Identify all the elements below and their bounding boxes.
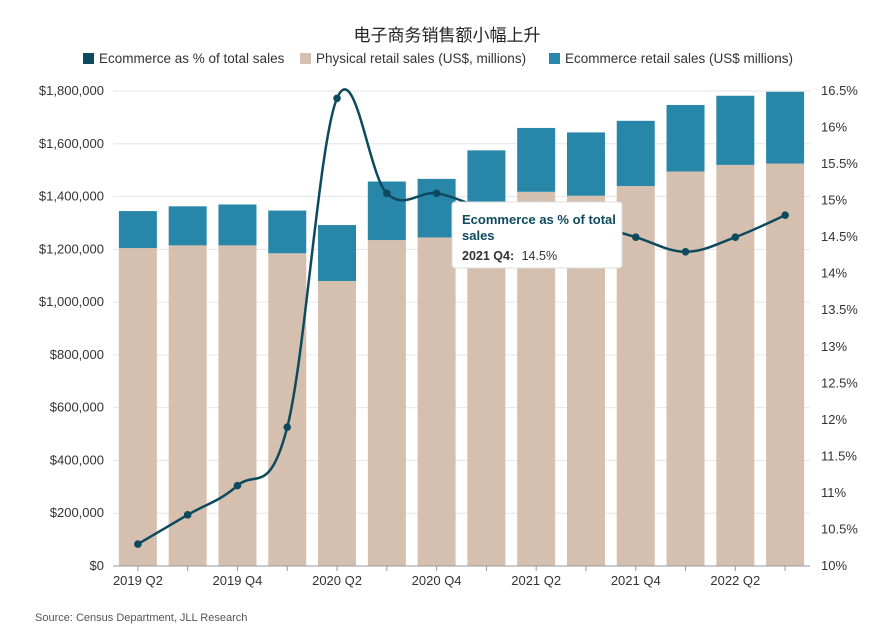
left-axis-tick-label: $1,600,000 bbox=[39, 136, 104, 151]
right-axis-tick-label: 13% bbox=[821, 339, 847, 354]
left-axis-tick-label: $600,000 bbox=[50, 400, 104, 415]
line-point[interactable] bbox=[383, 189, 391, 198]
legend-label-ecommerce-share: Ecommerce as % of total sales bbox=[99, 51, 285, 66]
legend-item-ecommerce-sales[interactable]: Ecommerce retail sales (US$ millions) bbox=[549, 51, 793, 66]
bar-ecommerce-sales[interactable] bbox=[716, 95, 755, 165]
right-axis-tick-label: 10% bbox=[821, 558, 847, 573]
bar-ecommerce-sales[interactable] bbox=[666, 104, 705, 172]
left-axis-ticks: $0 $200,000 $400,000 $600,000 $800,000 $1,000… bbox=[39, 83, 104, 573]
bar-ecommerce-sales[interactable] bbox=[417, 178, 456, 238]
bar-ecommerce-sales[interactable] bbox=[318, 225, 357, 281]
line-point[interactable] bbox=[134, 540, 142, 548]
right-axis-tick-label: 14.5% bbox=[821, 229, 858, 244]
x-axis-tick-label: 2019 Q4 bbox=[213, 573, 263, 588]
left-axis-tick-label: $400,000 bbox=[50, 452, 104, 467]
source-note: Source: Census Department, JLL Research bbox=[35, 612, 247, 624]
ecommerce-share-path bbox=[137, 88, 786, 546]
bar-ecommerce-sales[interactable] bbox=[616, 120, 655, 186]
left-axis-tick-label: $0 bbox=[90, 558, 104, 573]
bar-ecommerce-sales[interactable] bbox=[566, 132, 605, 196]
line-point[interactable] bbox=[333, 94, 341, 103]
bar-ecommerce-sales[interactable] bbox=[118, 211, 157, 249]
x-axis-tick-label: 2019 Q2 bbox=[113, 573, 163, 588]
x-axis-tick-label: 2021 Q2 bbox=[511, 573, 561, 588]
tooltip-box bbox=[451, 201, 623, 269]
bar-physical-sales[interactable] bbox=[766, 163, 805, 566]
bars bbox=[118, 91, 805, 567]
line-point[interactable] bbox=[781, 211, 789, 220]
left-axis-tick-label: $1,000,000 bbox=[39, 294, 104, 309]
right-axis-ticks: 10% 10.5% 11% 11.5% 12% 12.5% 13% 13.5% 14% 14.5%… bbox=[821, 83, 858, 573]
legend-swatch-ecommerce-sales bbox=[549, 53, 560, 64]
bar-physical-sales[interactable] bbox=[118, 248, 157, 566]
right-axis-tick-label: 16.5% bbox=[821, 83, 858, 98]
tooltip-value: 14.5% bbox=[522, 249, 557, 263]
tooltip-label: 2021 Q4: bbox=[462, 249, 514, 263]
left-axis-tick-label: $1,800,000 bbox=[39, 83, 104, 98]
line-point[interactable] bbox=[432, 189, 441, 198]
tooltip: Ecommerce as % of total sales 2021 Q4: 1… bbox=[451, 201, 623, 269]
left-axis-tick-label: $200,000 bbox=[50, 505, 104, 520]
tooltip-value-line: 2021 Q4: 14.5% bbox=[462, 249, 557, 263]
bar-ecommerce-sales[interactable] bbox=[218, 204, 257, 246]
right-axis-tick-label: 10.5% bbox=[821, 521, 858, 536]
tooltip-title: Ecommerce as % of total sales bbox=[462, 212, 620, 243]
bar-ecommerce-sales[interactable] bbox=[766, 91, 805, 164]
line-point[interactable] bbox=[681, 247, 690, 256]
right-axis-tick-label: 12% bbox=[821, 412, 847, 427]
bar-physical-sales[interactable] bbox=[666, 171, 705, 566]
x-axis-tick-label: 2020 Q4 bbox=[412, 573, 462, 588]
legend-label-physical-sales: Physical retail sales (US$, millions) bbox=[316, 51, 526, 66]
legend-label-ecommerce-sales: Ecommerce retail sales (US$ millions) bbox=[565, 51, 793, 66]
x-axis-tick-label: 2020 Q2 bbox=[312, 573, 362, 588]
left-axis-tick-label: $800,000 bbox=[50, 347, 104, 362]
legend-swatch-ecommerce-share bbox=[83, 53, 94, 64]
bar-physical-sales[interactable] bbox=[318, 281, 357, 566]
right-axis-tick-label: 13.5% bbox=[821, 302, 858, 317]
right-axis-tick-label: 14% bbox=[821, 266, 847, 281]
bar-physical-sales[interactable] bbox=[268, 253, 307, 566]
line-point[interactable] bbox=[731, 233, 740, 241]
line-point[interactable] bbox=[283, 423, 292, 431]
right-axis-tick-label: 11.5% bbox=[821, 448, 857, 463]
bar-physical-sales[interactable] bbox=[716, 164, 755, 566]
x-axis-tick-label: 2022 Q2 bbox=[710, 573, 760, 588]
bar-physical-sales[interactable] bbox=[616, 186, 655, 566]
legend: Ecommerce as % of total sales Physical r… bbox=[83, 51, 793, 66]
x-axis-ticks: 2019 Q2 2019 Q4 2020 Q2 2020 Q4 2021 Q2 2021 … bbox=[113, 566, 786, 588]
legend-swatch-physical-sales bbox=[300, 53, 311, 64]
left-axis-tick-label: $1,200,000 bbox=[39, 241, 104, 256]
legend-item-physical-sales[interactable]: Physical retail sales (US$, millions) bbox=[300, 51, 526, 66]
right-axis-tick-label: 12.5% bbox=[821, 375, 858, 390]
right-axis-tick-label: 16% bbox=[821, 120, 847, 135]
right-axis-tick-label: 15% bbox=[821, 193, 847, 208]
line-point[interactable] bbox=[183, 511, 192, 519]
line-point[interactable] bbox=[233, 481, 242, 490]
bar-ecommerce-sales[interactable] bbox=[517, 127, 556, 192]
left-axis-tick-label: $1,400,000 bbox=[39, 189, 104, 204]
bar-physical-sales[interactable] bbox=[367, 240, 406, 566]
bar-ecommerce-sales[interactable] bbox=[268, 210, 307, 254]
right-axis-tick-label: 15.5% bbox=[821, 156, 858, 171]
gridlines bbox=[113, 90, 810, 514]
bar-ecommerce-sales[interactable] bbox=[168, 206, 207, 246]
right-axis-tick-label: 11% bbox=[821, 485, 846, 500]
chart-title: 电子商务销售额小幅上升 bbox=[354, 26, 541, 46]
x-axis-tick-label: 2021 Q4 bbox=[611, 573, 661, 588]
line-point[interactable] bbox=[631, 233, 640, 241]
legend-item-ecommerce-share[interactable]: Ecommerce as % of total sales bbox=[83, 51, 285, 66]
bar-physical-sales[interactable] bbox=[218, 245, 257, 566]
bar-physical-sales[interactable] bbox=[467, 212, 506, 566]
bar-physical-sales[interactable] bbox=[417, 237, 456, 567]
